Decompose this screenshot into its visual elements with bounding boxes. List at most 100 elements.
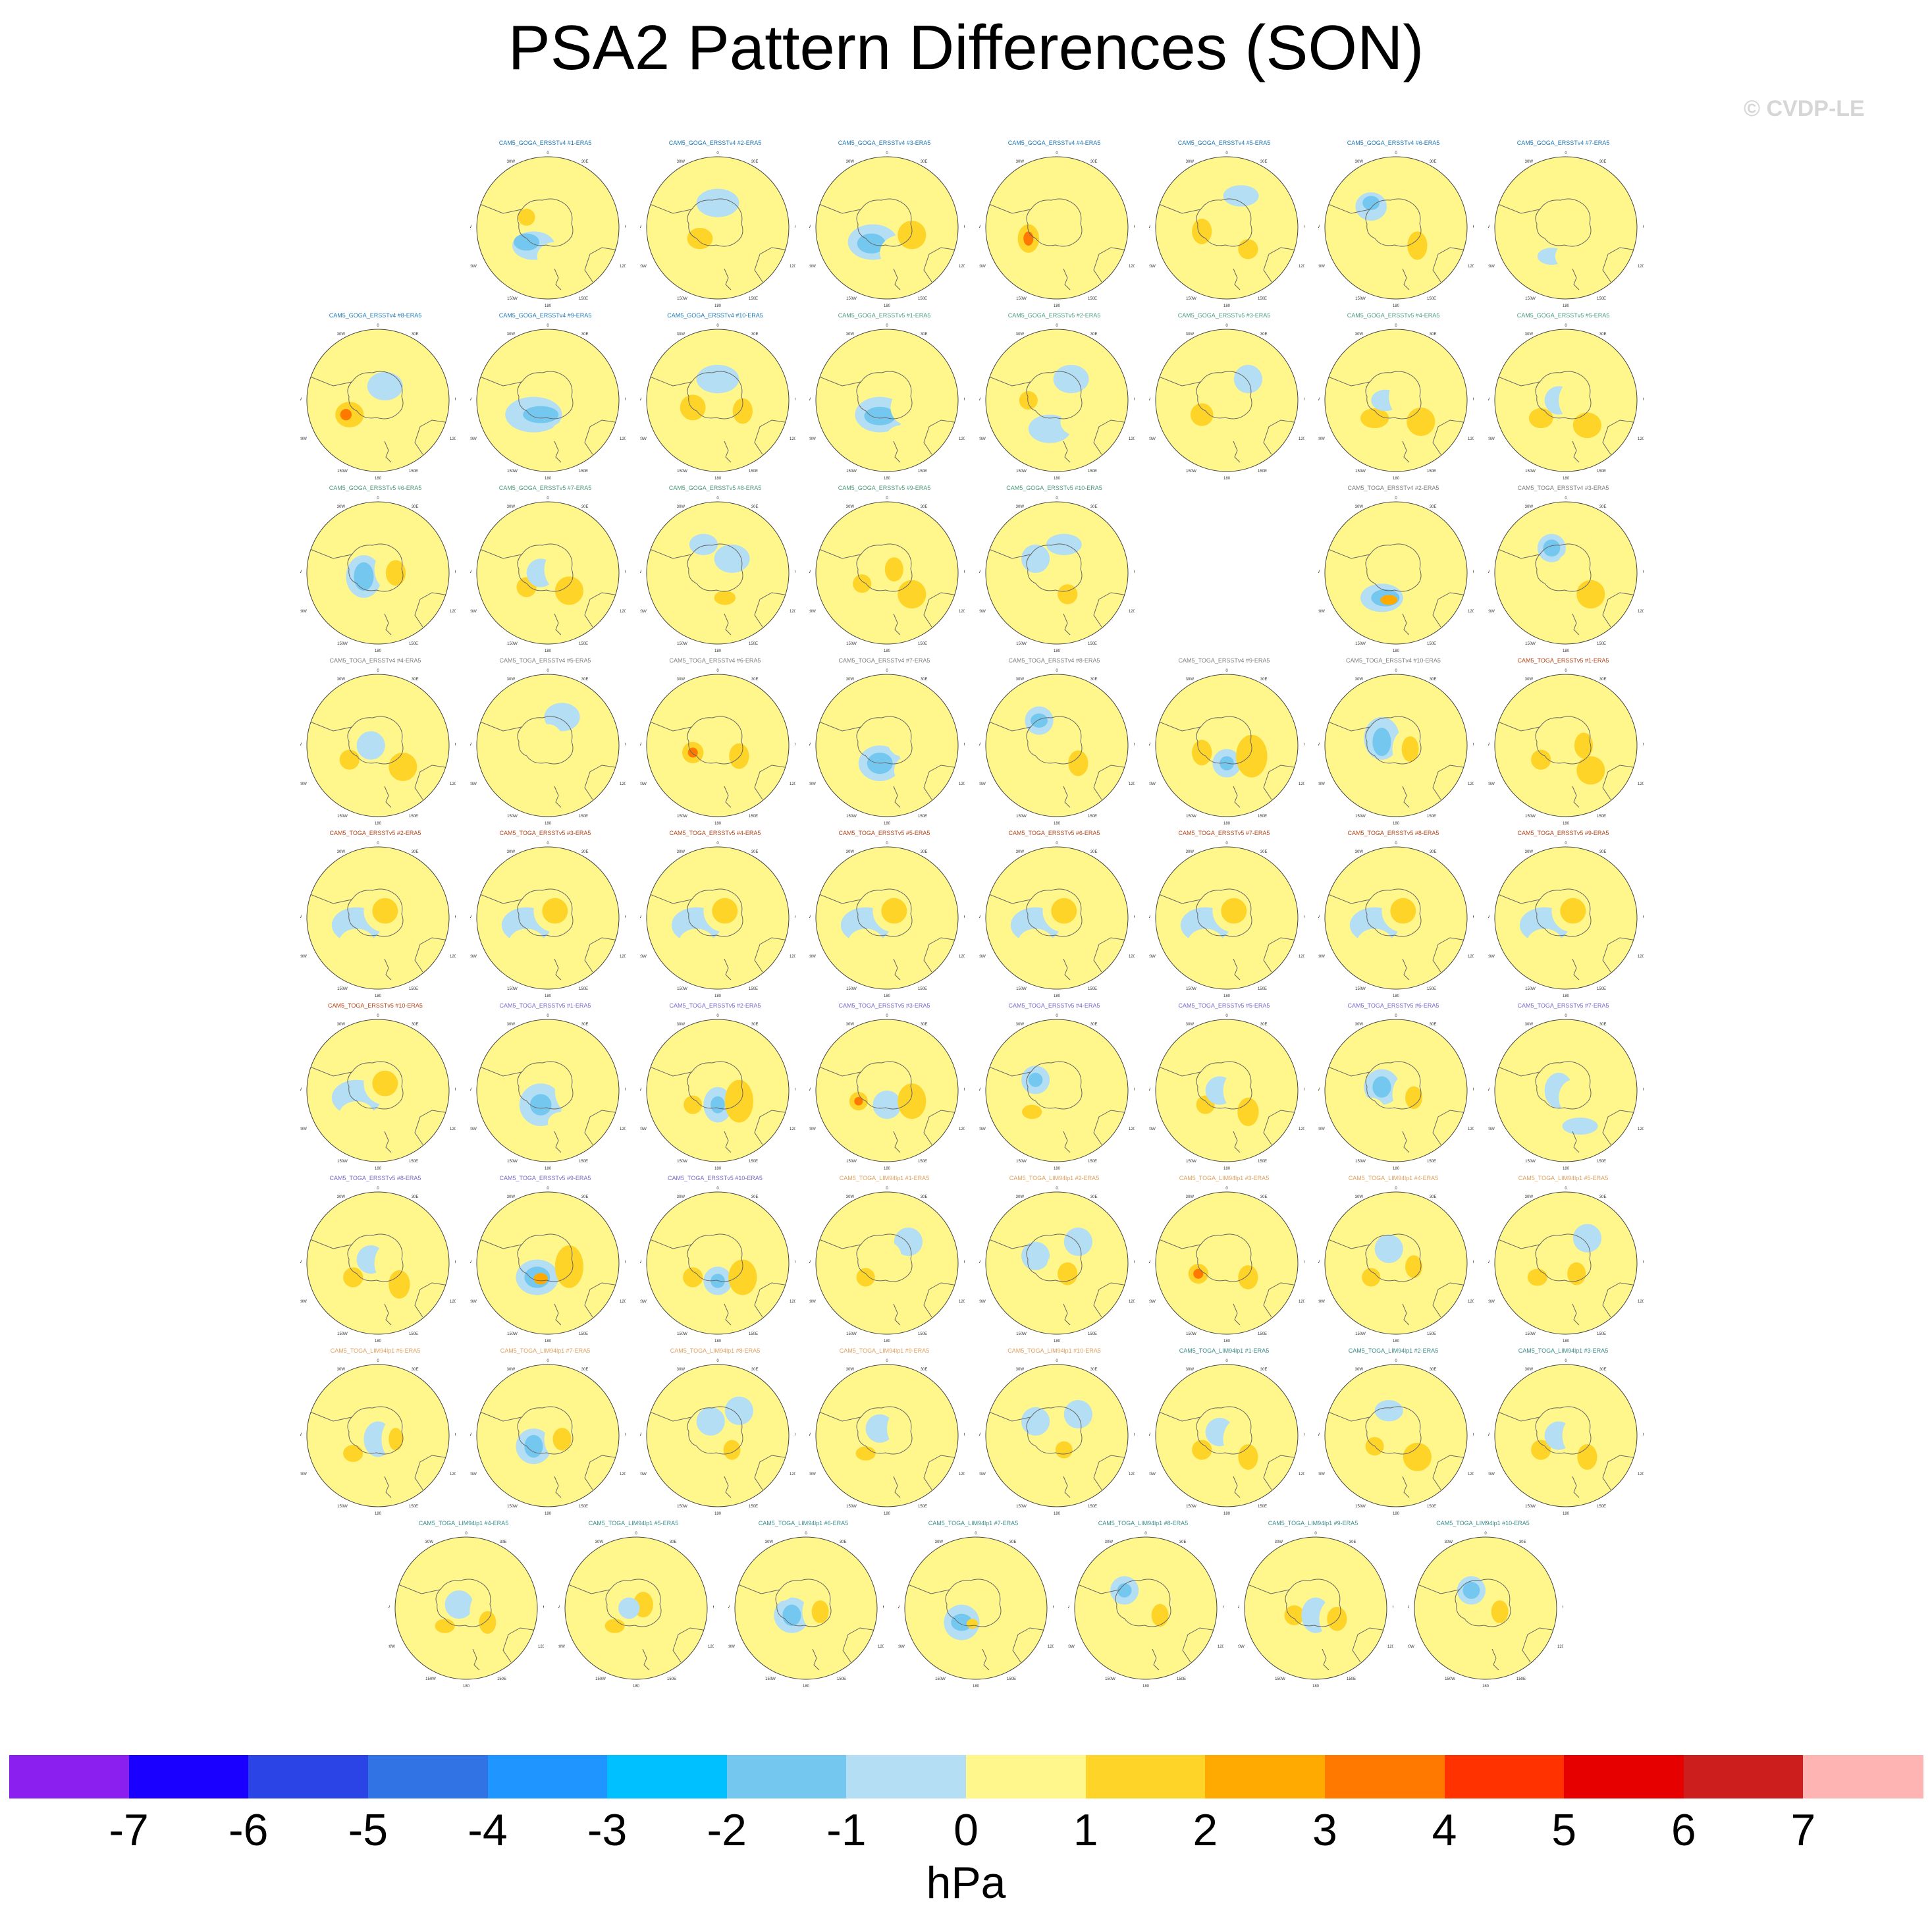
map-tick-label: 60W [640,1088,642,1092]
map-border [646,674,790,817]
anomaly-contour [728,1259,757,1295]
map-tick-label: 150W [846,815,857,819]
map-tick-label: 120E [1387,1645,1393,1649]
map-tick-label: 0 [1395,669,1397,673]
anomaly-contour [340,408,352,421]
map-tick-label: 30E [921,850,928,854]
map-background [986,502,1128,644]
map-tick-label: 180 [545,304,552,308]
map-tick-label: 150E [918,987,927,991]
anomaly-contour [854,1096,863,1106]
anomaly-contour [1058,584,1078,605]
map-tick-label: 120E [1299,1300,1304,1304]
anomaly-contour [724,221,761,263]
map-tick-label: 180 [973,1685,980,1689]
map-tick-label: 60W [979,1260,981,1264]
map-border [985,329,1129,472]
map-tick-label: 120W [979,782,986,786]
new-zealand-coastline [384,613,392,635]
polar-map: 030W30E60W60E120W120E150W150E180 [979,1014,1135,1171]
map-tick-label: 60W [470,1260,472,1264]
map-tick-label: 150W [935,1677,946,1681]
polar-map: 030W30E60W60E120W120E150W150E180 [809,497,965,653]
australia-coastline [923,1110,958,1145]
panel-title: CAM5_TOGA_ERSSTv5 #6-ERA5 [1347,1002,1439,1009]
antarctica-coastline [687,1406,743,1455]
anomaly-contour [1223,185,1259,207]
map-tick-label: 30W [1525,505,1534,509]
antarctica-coastline [1535,371,1592,419]
map-tick-label: 60E [455,915,456,919]
map-tick-label: 150W [1525,987,1536,991]
new-zealand-coastline [1063,958,1071,981]
anomaly-contour [1068,750,1088,776]
panel-title: CAM5_TOGA_ERSSTv5 #9-ERA5 [499,1175,591,1181]
anomaly-contour [512,365,541,394]
colorbar-swatch [1803,1755,1923,1798]
map-tick-label: 150E [1088,470,1097,473]
colorbar-swatch [1205,1755,1326,1798]
polar-map: 030W30E60W60E120W120E150W150E180 [1149,1014,1304,1171]
map-border [1074,1536,1218,1680]
map-panel: CAM5_TOGA_LIM94lp1 #5-ERA5 0 30W 30E 60W 60E 1… [1486,1175,1644,1346]
map-tick-label: 30E [1349,1540,1356,1544]
map-tick-label: 150W [337,1505,348,1509]
anomaly-contour [1021,1407,1050,1436]
antarctica-coastline [1196,1061,1252,1110]
map-border [476,501,620,645]
map-border [985,1364,1129,1507]
australia-coastline [1432,1282,1467,1318]
map-tick-label: 120W [1068,1645,1075,1649]
map-tick-label: 120E [1299,782,1304,786]
map-border [815,501,959,645]
map-tick-label: 150W [425,1677,436,1681]
new-zealand-coastline [554,441,562,463]
antarctica-coastline [1365,543,1422,592]
map-tick-label: 30E [751,1195,759,1199]
antarctica-coastline [347,888,404,937]
map-panel: CAM5_TOGA_ERSSTv5 #2-ERA5030W30E60W60E12… [637,1002,795,1174]
australia-coastline [923,937,958,973]
map-panel: CAM5_GOGA_ERSSTv4 #1-ERA5 0 30W 30E 60W 60E 12… [468,140,626,311]
australia-coastline [754,1110,789,1145]
colorbar-units: hPa [926,1858,1006,1908]
map-tick-label: 60E [455,1088,456,1092]
australia-coastline [1093,419,1128,455]
anomaly-contour [887,425,916,447]
map-tick-label: 0 [1565,842,1567,846]
map-tick-label: 180 [1563,304,1570,308]
anomaly-contour [1559,1079,1588,1116]
map-tick-label: 60E [1473,915,1474,919]
new-zealand-coastline [1402,958,1410,981]
map-tick-label: 120E [1638,265,1644,269]
anomaly-contour [732,398,753,424]
antarctica-coastline [605,1579,662,1627]
map-tick-label: 60E [1473,398,1474,402]
map-border [985,1191,1129,1335]
new-zealand-coastline [1572,1303,1580,1326]
map-tick-label: 60E [1643,225,1644,229]
map-tick-label: 0 [1056,497,1058,500]
map-tick-label: 60W [1318,1088,1320,1092]
anomaly-contour [554,1245,583,1288]
map-tick-label: 150E [1088,987,1097,991]
panel-title: CAM5_TOGA_ERSSTv5 #5-ERA5 [1178,1002,1270,1009]
new-zealand-coastline [1063,268,1071,290]
australia-coastline [584,765,619,800]
new-zealand-coastline [554,268,562,290]
map-panel: CAM5_TOGA_LIM94lp1 #4-ERA5 0 30W 30E 60W 60E 1… [1316,1175,1474,1346]
colorbar-swatch [1683,1755,1804,1798]
map-tick-label: 120E [1129,437,1135,441]
map-panel: CAM5_TOGA_ERSSTv4 #10-ERA5 0 30W 30E 60W 60E 1… [1316,657,1474,828]
antarctica-coastline [687,888,743,937]
polar-map: 030W30E60W60E120W120E150W150E180 [640,151,795,308]
panel-title: CAM5_GOGA_ERSSTv5 #2-ERA5 [1007,312,1101,319]
panel-title: CAM5_TOGA_ERSSTv4 #2-ERA5 [1347,485,1439,491]
map-tick-label: 60E [883,1606,884,1609]
panel-title: CAM5_TOGA_LIM94lp1 #9-ERA5 [839,1347,930,1354]
map-panel: CAM5_TOGA_LIM94lp1 #2-ERA5 0 30W 30E 60W 60E 1… [977,1175,1135,1346]
panel-title: CAM5_GOGA_ERSSTv4 #10-ERA5 [667,312,763,319]
australia-coastline [1602,937,1637,973]
map-background [816,674,958,817]
anomaly-contour [1028,1073,1043,1087]
